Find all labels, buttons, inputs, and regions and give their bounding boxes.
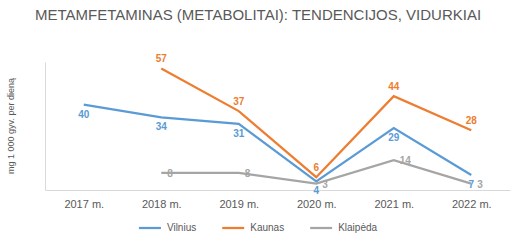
y-axis-line	[45, 63, 46, 191]
title: METAMFETAMINAS (METABOLITAI): TENDENCIJO…	[35, 6, 481, 23]
data-label: 14	[400, 155, 412, 166]
data-label: 3	[477, 179, 483, 190]
x-axis: 2017 m. 2018 m. 2019 m. 2020 m. 2021 m. 2022 …	[46, 190, 511, 210]
data-label: 7	[468, 179, 474, 190]
x-tick: 2018 m.	[142, 190, 182, 210]
x-tick-label: 2021 m.	[374, 198, 414, 210]
data-label: 31	[233, 128, 245, 139]
x-tick: 2022 m.	[452, 190, 492, 210]
x-tick: 2019 m.	[219, 190, 259, 210]
y-axis	[45, 63, 46, 191]
legend-item: Kaunas	[222, 222, 284, 233]
data-label: 40	[78, 109, 90, 120]
data-label: 3	[322, 179, 328, 190]
x-tick-label: 2020 m.	[297, 198, 337, 210]
plot-area	[84, 68, 472, 183]
chart: METAMFETAMINAS (METABOLITAI): TENDENCIJO…	[0, 0, 516, 241]
data-label: 34	[156, 121, 168, 132]
x-tick-label: 2017 m.	[64, 198, 104, 210]
x-tick-label: 2022 m.	[452, 198, 492, 210]
legend-label: Vilnius	[167, 222, 196, 233]
data-label: 44	[388, 81, 400, 92]
legend: Vilnius Kaunas Klaipėda	[139, 222, 378, 233]
legend-swatch	[139, 227, 161, 229]
x-tick-label: 2019 m.	[219, 198, 259, 210]
legend-item: Vilnius	[139, 222, 196, 233]
data-label: 8	[167, 168, 173, 179]
x-tick: 2021 m.	[374, 190, 414, 210]
data-label: 4	[313, 185, 319, 196]
series-line	[161, 160, 471, 183]
legend-swatch	[222, 227, 244, 229]
data-label: 6	[313, 162, 319, 173]
legend-swatch	[310, 227, 332, 229]
legend-label: Klaipėda	[338, 222, 377, 233]
x-tick-label: 2018 m.	[142, 198, 182, 210]
data-label: 57	[156, 53, 168, 64]
data-label: 28	[466, 115, 478, 126]
x-tick: 2017 m.	[64, 190, 104, 210]
legend-label: Kaunas	[250, 222, 284, 233]
x-axis-line	[46, 190, 511, 191]
series-line	[161, 68, 471, 177]
legend-item: Klaipėda	[310, 222, 377, 233]
y-axis-title: mg 1 000 gyv. per dieną	[6, 78, 16, 174]
data-label: 29	[388, 132, 400, 143]
data-label: 8	[245, 168, 251, 179]
data-label: 37	[233, 96, 245, 107]
